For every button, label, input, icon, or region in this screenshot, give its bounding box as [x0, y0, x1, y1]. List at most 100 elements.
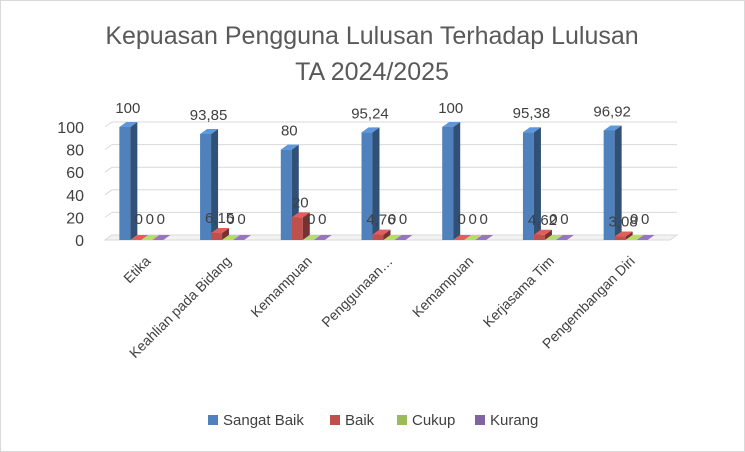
bar-side — [222, 228, 230, 240]
bar-top — [614, 231, 633, 237]
bar-front — [533, 234, 545, 240]
bar — [222, 235, 241, 241]
bar-side — [544, 229, 552, 240]
bar — [141, 235, 160, 241]
bar-top — [464, 235, 483, 240]
data-label: 0 — [641, 211, 649, 228]
data-label: 0 — [135, 211, 143, 228]
bar-side — [614, 125, 622, 240]
bar-top — [302, 235, 321, 240]
data-label: 100 — [115, 100, 140, 117]
data-label: 0 — [146, 211, 154, 228]
bar-front — [361, 132, 373, 240]
legend-item: Sangat Baik — [208, 412, 304, 429]
data-label: 0 — [388, 211, 396, 228]
bar-top — [555, 235, 574, 240]
data-label: 0 — [549, 211, 557, 228]
bar-front — [522, 132, 534, 240]
legend-item: Cukup — [397, 412, 455, 429]
x-tick-label: Kemampuan — [247, 253, 314, 320]
legend-swatch — [208, 415, 218, 425]
y-tick-label: 80 — [66, 143, 84, 160]
bar-top — [233, 235, 252, 240]
bar-top — [522, 127, 541, 133]
bar-side — [383, 229, 391, 240]
bar — [614, 231, 633, 240]
data-label: 3,08 — [609, 214, 638, 231]
y-tick-label: 100 — [57, 120, 84, 137]
data-label: 0 — [458, 211, 466, 228]
chart-subtitle: TA 2024/2025 — [295, 58, 449, 86]
bar-top — [280, 144, 299, 150]
data-label: 0 — [318, 211, 326, 228]
legend-swatch — [330, 415, 340, 425]
bar-top — [361, 127, 380, 133]
bar-top — [475, 235, 494, 240]
bar — [372, 229, 391, 240]
legend-swatch — [475, 415, 485, 425]
bar-front — [614, 236, 626, 240]
bar — [130, 235, 149, 241]
bar — [533, 229, 552, 240]
data-label: 0 — [630, 211, 638, 228]
bar-top — [119, 122, 138, 127]
data-label: 0 — [399, 211, 407, 228]
data-label: 96,92 — [593, 103, 631, 120]
bar — [383, 235, 402, 241]
bar — [291, 212, 310, 240]
x-tick-label: Kerjasama Tim — [480, 253, 557, 330]
y-axis: 0 20 40 60 80 100 — [57, 120, 84, 250]
bar-top — [603, 125, 622, 131]
data-label: 0 — [469, 211, 477, 228]
bar — [211, 228, 230, 240]
bar-front — [372, 234, 384, 240]
legend-label: Sangat Baik — [223, 412, 304, 429]
bar-front — [603, 130, 615, 240]
y-tick-label: 20 — [66, 210, 84, 227]
bar — [200, 128, 219, 240]
data-label: 20 — [292, 194, 309, 211]
y-tick-label: 60 — [66, 165, 84, 182]
data-label: 6,15 — [205, 210, 234, 227]
legend-item: Kurang — [475, 412, 538, 429]
bar — [302, 235, 321, 241]
data-label: 80 — [281, 123, 298, 140]
bar — [119, 122, 138, 240]
bar — [361, 127, 380, 240]
legend-label: Cukup — [412, 412, 455, 429]
bar — [555, 235, 574, 241]
bar-side — [211, 128, 219, 240]
bar — [233, 235, 252, 241]
bar-front — [200, 133, 212, 240]
x-tick-label: Penggunaan… — [318, 253, 395, 330]
bar-front — [280, 149, 292, 240]
x-tick-label: Etika — [120, 253, 153, 286]
bar-top — [152, 235, 171, 240]
bar-side — [302, 212, 310, 240]
bar — [313, 235, 332, 241]
bar-side — [130, 122, 138, 240]
bar — [522, 127, 541, 240]
data-label: 100 — [438, 100, 463, 117]
legend-label: Baik — [345, 412, 375, 429]
bar — [442, 122, 461, 240]
data-label: 0 — [307, 211, 315, 228]
y-tick-label: 40 — [66, 188, 84, 205]
bar-top — [141, 235, 160, 240]
bar-top — [544, 235, 563, 240]
bar — [453, 235, 472, 241]
bar-front — [442, 127, 454, 240]
bar-top — [200, 128, 219, 134]
legend-swatch — [397, 415, 407, 425]
data-label: 0 — [226, 211, 234, 228]
bars — [119, 122, 655, 241]
bar — [394, 235, 413, 241]
bar — [625, 235, 644, 241]
bar — [603, 125, 622, 240]
bar-side — [453, 122, 461, 240]
x-tick-label: Pengembangan Diri — [539, 253, 638, 352]
y-tick-label: 0 — [75, 233, 84, 250]
